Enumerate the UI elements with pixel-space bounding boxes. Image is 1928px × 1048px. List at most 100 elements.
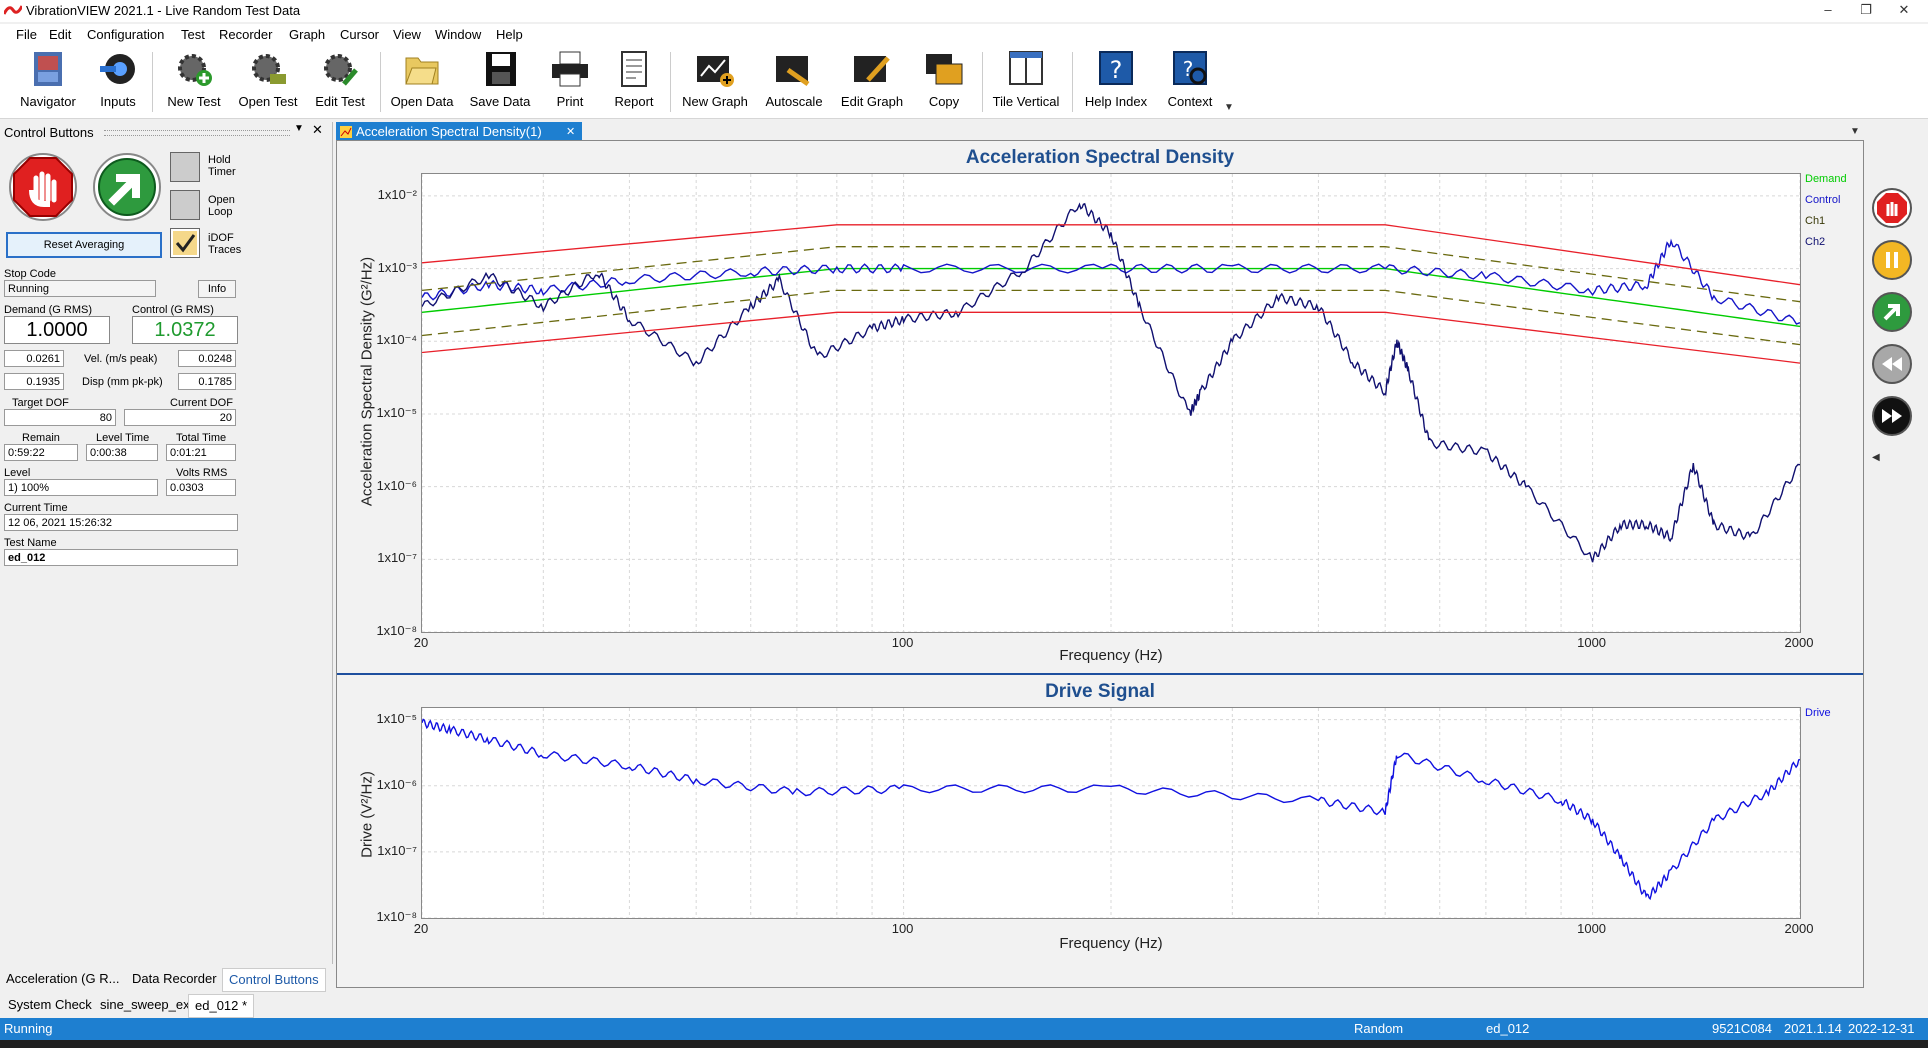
drive-plot[interactable] — [421, 707, 1801, 919]
side-start-button[interactable] — [1872, 292, 1912, 332]
tab-acceleration-spectral-density[interactable]: Acceleration Spectral Density(1) ✕ — [336, 122, 582, 142]
minimize-button[interactable]: – — [1824, 2, 1832, 17]
status-state: Running — [4, 1021, 53, 1036]
asd-y-tick-label: 1x10⁻⁵ — [376, 404, 417, 420]
idof-traces-checkbox[interactable] — [170, 228, 200, 258]
asd-chart-svg — [421, 174, 1801, 633]
inputs-icon — [98, 50, 138, 88]
level-time-label: Level Time — [96, 432, 150, 444]
tab-acceleration-values[interactable]: Acceleration (G R... — [6, 971, 120, 986]
current-dof-value: 20 — [124, 409, 236, 426]
status-expire: 2022-12-31 — [1848, 1021, 1915, 1036]
test-tab-ed012[interactable]: ed_012 * — [188, 994, 255, 1018]
context-help-button[interactable]: ? Context — [1160, 50, 1220, 116]
menu-window[interactable]: Window — [435, 27, 482, 42]
stop-button[interactable] — [8, 152, 78, 222]
menu-help[interactable]: Help — [496, 27, 523, 42]
close-tab-icon[interactable]: ✕ — [566, 126, 576, 138]
menu-test[interactable]: Test — [181, 27, 205, 42]
info-button[interactable]: Info — [198, 280, 236, 298]
edit-test-button[interactable]: Edit Test — [306, 50, 374, 116]
help-icon: ? — [1096, 50, 1136, 88]
printer-icon — [550, 50, 590, 88]
new-graph-button[interactable]: New Graph — [678, 50, 752, 116]
inputs-button[interactable]: Inputs — [90, 50, 146, 116]
menu-cursor[interactable]: Cursor — [340, 27, 380, 42]
menu-configuration[interactable]: Configuration — [87, 27, 165, 42]
panel-grip[interactable] — [104, 130, 290, 136]
test-name-label: Test Name — [4, 537, 57, 549]
drive-x-tick-label: 100 — [891, 921, 914, 936]
taskbar-strip — [0, 1040, 1928, 1048]
autoscale-button[interactable]: Autoscale — [760, 50, 828, 116]
drive-y-tick-label: 1x10⁻⁸ — [376, 909, 417, 924]
test-tab-system-check[interactable]: System Check — [8, 997, 92, 1012]
hold-timer-label: Hold — [208, 154, 231, 166]
legend-drive: Drive — [1805, 707, 1831, 719]
volts-rms-value: 0.0303 — [166, 479, 236, 496]
asd-plot[interactable] — [421, 173, 1801, 633]
asd-series-abort-limits-dashed- — [421, 246, 1801, 303]
side-pause-button[interactable] — [1872, 240, 1912, 280]
stop-hand-icon — [1877, 193, 1907, 223]
print-button[interactable]: Print — [542, 50, 598, 116]
stop-code-label: Stop Code — [4, 268, 56, 280]
navigator-icon — [28, 50, 68, 88]
open-loop-button[interactable] — [170, 190, 200, 220]
window-title: VibrationVIEW 2021.1 - Live Random Test … — [26, 3, 301, 18]
demand-label: Demand (G RMS) — [4, 304, 93, 316]
tab-data-recorder[interactable]: Data Recorder — [132, 971, 217, 986]
save-data-button[interactable]: Save Data — [464, 50, 536, 116]
title-bar: VibrationVIEW 2021.1 - Live Random Test … — [0, 0, 1928, 22]
control-value: 1.0372 — [132, 316, 238, 344]
rewind-icon — [1882, 357, 1902, 371]
toolbar-separator — [380, 52, 381, 112]
checkmark-icon — [173, 231, 197, 255]
panel-close-icon[interactable]: ✕ — [312, 122, 323, 137]
report-button[interactable]: Report — [604, 50, 664, 116]
menu-edit[interactable]: Edit — [49, 27, 72, 42]
context-help-icon: ? — [1170, 50, 1210, 88]
copy-button[interactable]: Copy — [914, 50, 974, 116]
menu-graph[interactable]: Graph — [289, 27, 326, 42]
toolbar-overflow-icon[interactable]: ▼ — [1224, 102, 1234, 113]
panel-menu-icon[interactable]: ▼ — [294, 123, 304, 134]
level-time-value: 0:00:38 — [86, 444, 158, 461]
side-stop-button[interactable] — [1872, 188, 1912, 228]
help-index-button[interactable]: ? Help Index — [1080, 50, 1152, 116]
asd-series-alarm-limits-red- — [421, 311, 1801, 364]
asd-y-tick-label: 1x10⁻⁷ — [377, 550, 417, 566]
idof-traces-label: iDOF — [208, 232, 234, 244]
autoscale-icon — [774, 50, 814, 88]
tile-vertical-button[interactable]: Tile Vertical — [988, 50, 1064, 116]
asd-x-tick-label: 20 — [413, 635, 429, 650]
new-test-button[interactable]: New Test — [160, 50, 228, 116]
fast-forward-icon — [1882, 409, 1902, 423]
floppy-save-icon — [480, 50, 520, 88]
control-buttons-panel: Control Buttons ▼ ✕ Hold Timer Open Loop… — [0, 122, 333, 964]
side-rewind-button[interactable] — [1872, 344, 1912, 384]
hold-timer-button[interactable] — [170, 152, 200, 182]
folder-open-icon — [402, 50, 442, 88]
navigator-button[interactable]: Navigator — [14, 50, 82, 116]
tab-list-icon[interactable]: ▼ — [1850, 126, 1860, 137]
new-graph-icon — [695, 50, 735, 88]
side-fast-forward-button[interactable] — [1872, 396, 1912, 436]
restore-button[interactable]: ❐ — [1860, 2, 1872, 17]
menu-file[interactable]: File — [16, 27, 37, 42]
close-window-button[interactable]: ✕ — [1898, 2, 1910, 17]
menu-recorder[interactable]: Recorder — [219, 27, 273, 42]
open-data-button[interactable]: Open Data — [386, 50, 458, 116]
open-test-button[interactable]: Open Test — [234, 50, 302, 116]
collapse-side-panel-icon[interactable]: ◀ — [1872, 452, 1880, 463]
total-time-value: 0:01:21 — [166, 444, 236, 461]
status-test: ed_012 — [1486, 1021, 1530, 1036]
test-tab-sine-sweep[interactable]: sine_sweep_ex — [100, 997, 190, 1012]
menu-view[interactable]: View — [393, 27, 421, 42]
edit-graph-button[interactable]: Edit Graph — [836, 50, 908, 116]
asd-y-tick-label: 1x10⁻⁶ — [376, 477, 417, 493]
graph-splitter[interactable] — [337, 673, 1863, 675]
reset-averaging-button[interactable]: Reset Averaging — [6, 232, 162, 258]
start-button[interactable] — [92, 152, 162, 222]
tab-control-buttons[interactable]: Control Buttons — [222, 968, 326, 992]
